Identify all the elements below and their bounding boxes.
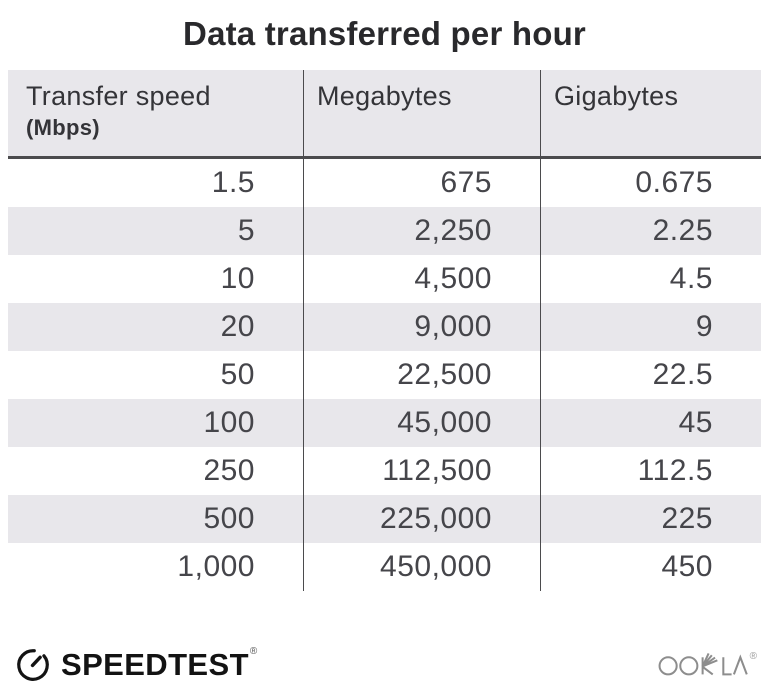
cell-gigabytes: 2.25 xyxy=(540,207,761,255)
footer: SPEEDTEST® ® xyxy=(14,640,757,688)
ookla-wordmark-icon xyxy=(658,652,748,676)
cell-megabytes: 675 xyxy=(303,159,540,207)
cell-megabytes: 2,250 xyxy=(303,207,540,255)
table-row: 1,000 450,000 450 xyxy=(8,543,761,591)
table-row: 5 2,250 2.25 xyxy=(8,207,761,255)
speedtest-wordmark: SPEEDTEST® xyxy=(61,645,258,682)
cell-megabytes: 225,000 xyxy=(303,495,540,543)
table-body: 1.5 675 0.675 5 2,250 2.25 10 4,500 4.5 … xyxy=(8,159,761,591)
table-row: 1.5 675 0.675 xyxy=(8,159,761,207)
cell-transfer-speed: 5 xyxy=(237,214,255,247)
cell-gigabytes: 45 xyxy=(540,399,761,447)
ookla-logo: ® xyxy=(658,650,757,678)
cell-megabytes: 4,500 xyxy=(303,255,540,303)
column-header-label: Megabytes xyxy=(317,81,452,111)
table-row: 50 22,500 22.5 xyxy=(8,351,761,399)
speedtest-logo: SPEEDTEST® xyxy=(14,645,257,683)
column-header-transfer-speed: Transfer speed (Mbps) xyxy=(8,70,303,156)
cell-gigabytes: 450 xyxy=(540,543,761,591)
cell-megabytes: 450,000 xyxy=(303,543,540,591)
cell-transfer-speed: 1.5 xyxy=(211,166,255,199)
table-row: 500 225,000 225 xyxy=(8,495,761,543)
infographic-page: Data transferred per hour Transfer speed… xyxy=(0,0,769,681)
data-table: Transfer speed (Mbps) Megabytes Gigabyte… xyxy=(8,70,761,591)
speedtest-gauge-icon xyxy=(17,649,49,681)
cell-transfer-speed: 100 xyxy=(203,406,255,439)
column-header-megabytes: Megabytes xyxy=(303,70,540,156)
column-header-unit: (Mbps) xyxy=(26,115,100,141)
cell-megabytes: 112,500 xyxy=(303,447,540,495)
cell-transfer-speed: 50 xyxy=(220,358,255,391)
registered-trademark-icon: ® xyxy=(749,650,757,662)
column-header-label: Gigabytes xyxy=(554,81,679,111)
table-row: 20 9,000 9 xyxy=(8,303,761,351)
cell-transfer-speed: 20 xyxy=(220,310,255,343)
cell-gigabytes: 4.5 xyxy=(540,255,761,303)
column-header-gigabytes: Gigabytes xyxy=(540,70,761,156)
cell-transfer-speed: 1,000 xyxy=(177,550,255,583)
table-row: 100 45,000 45 xyxy=(8,399,761,447)
cell-megabytes: 22,500 xyxy=(303,351,540,399)
cell-transfer-speed: 500 xyxy=(203,502,255,535)
registered-trademark-icon: ® xyxy=(249,645,258,657)
cell-gigabytes: 22.5 xyxy=(540,351,761,399)
table-row: 10 4,500 4.5 xyxy=(8,255,761,303)
cell-gigabytes: 225 xyxy=(540,495,761,543)
cell-megabytes: 45,000 xyxy=(303,399,540,447)
cell-gigabytes: 0.675 xyxy=(540,159,761,207)
cell-gigabytes: 9 xyxy=(540,303,761,351)
speedtest-wordmark-text: SPEEDTEST xyxy=(61,646,249,682)
page-title: Data transferred per hour xyxy=(183,15,586,52)
cell-transfer-speed: 250 xyxy=(203,454,255,487)
table-header-row: Transfer speed (Mbps) Megabytes Gigabyte… xyxy=(8,70,761,159)
table-row: 250 112,500 112.5 xyxy=(8,447,761,495)
cell-megabytes: 9,000 xyxy=(303,303,540,351)
cell-transfer-speed: 10 xyxy=(220,262,255,295)
cell-gigabytes: 112.5 xyxy=(540,447,761,495)
column-header-label: Transfer speed xyxy=(26,81,211,111)
